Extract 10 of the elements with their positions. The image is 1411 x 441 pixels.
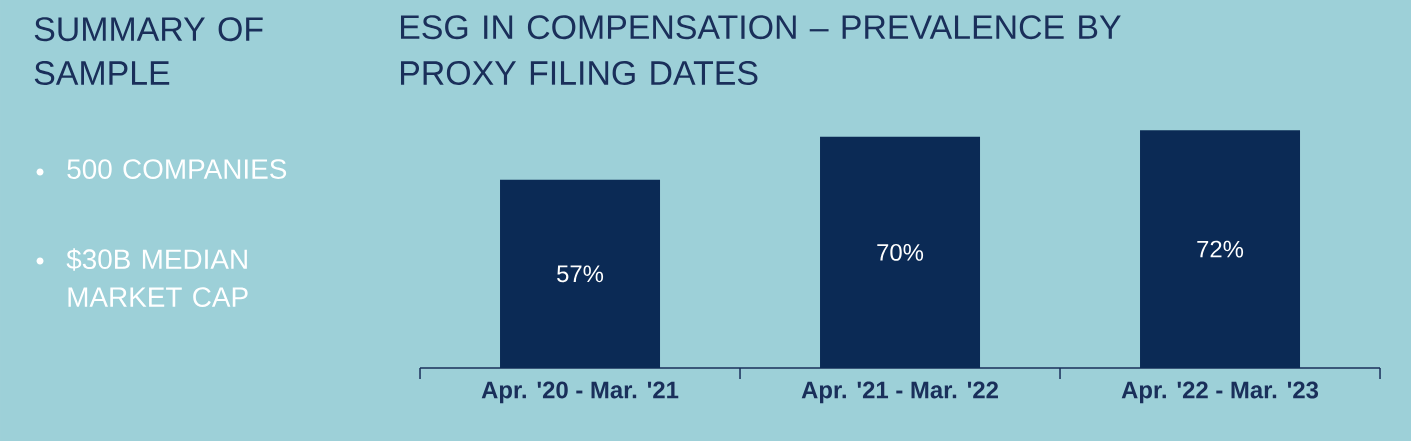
x-tick-label: Apr. '21 - Mar. '22 bbox=[801, 381, 998, 404]
x-tick-label: Apr. '20 - Mar. '21 bbox=[481, 381, 679, 404]
text: SUMMARY OF SAMPLE bbox=[34, 17, 263, 85]
text: 500 COMPANIES bbox=[67, 159, 287, 179]
text: $30B MEDIAN MARKET CAP bbox=[66, 248, 248, 307]
data-label: 57% bbox=[557, 265, 604, 283]
data-label: 70% bbox=[877, 243, 924, 261]
data-label: 72% bbox=[1197, 240, 1244, 258]
chart-title: ESG IN COMPENSATION – PREVALENCE BY PROXY FILING DATES bbox=[401, 15, 1121, 85]
x-tick-label: Apr. '22 - Mar. '23 bbox=[1121, 381, 1319, 404]
